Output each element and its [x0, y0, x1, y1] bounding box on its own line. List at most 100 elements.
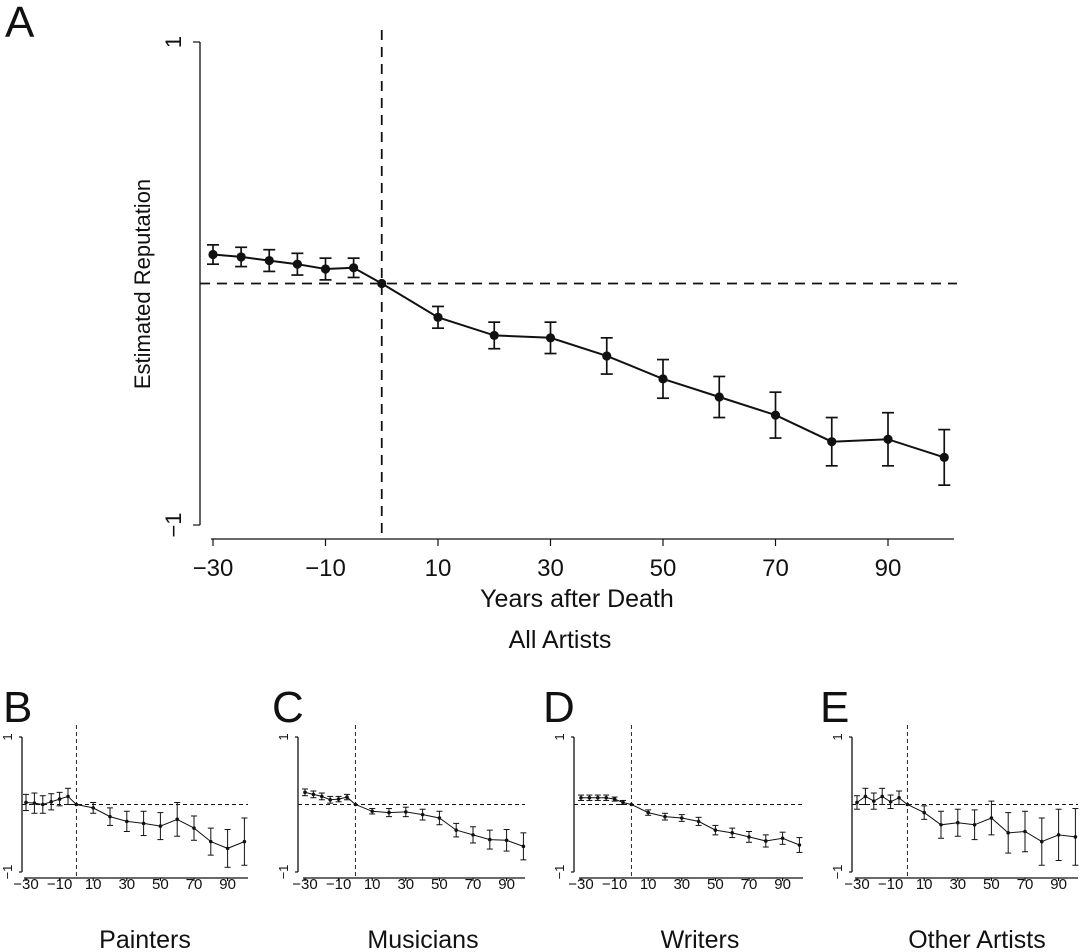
x-tick-label: 30	[118, 876, 135, 893]
x-tick-label: −30	[292, 876, 317, 893]
x-tick-label: 10	[364, 876, 381, 893]
data-point	[863, 794, 868, 799]
x-axis-label: Years after Death	[480, 585, 674, 613]
data-point	[387, 810, 391, 815]
data-point	[1023, 829, 1027, 834]
x-tick-label: −30	[13, 876, 38, 893]
panel-letter: D	[543, 683, 575, 732]
data-point	[57, 797, 62, 801]
data-point	[730, 831, 734, 835]
y-tick-label: 1	[552, 733, 567, 740]
x-tick-label: −10	[305, 555, 346, 582]
data-point	[91, 806, 95, 810]
data-point	[658, 374, 668, 384]
data-point	[433, 312, 443, 322]
y-tick-label: 1	[830, 733, 845, 740]
data-point	[125, 819, 129, 824]
data-point	[303, 790, 307, 795]
data-point	[905, 802, 910, 807]
data-point	[545, 333, 556, 343]
data-point	[1040, 839, 1044, 844]
data-point	[888, 800, 893, 804]
data-point	[780, 836, 785, 841]
panel-letter: A	[5, 0, 35, 47]
data-point	[404, 810, 408, 814]
x-tick-label: 90	[774, 876, 791, 893]
y-tick-label: 1	[161, 36, 186, 48]
data-point	[141, 821, 146, 826]
data-point	[696, 819, 701, 824]
data-point	[158, 824, 163, 828]
data-point	[209, 839, 213, 844]
x-tick-label: 10	[640, 876, 657, 893]
data-point	[922, 810, 926, 815]
data-point	[621, 800, 625, 805]
data-point	[663, 814, 667, 819]
data-point	[872, 799, 876, 803]
data-point	[66, 794, 70, 799]
x-tick-label: 30	[537, 555, 564, 582]
data-point	[192, 826, 196, 830]
data-point	[41, 802, 45, 807]
y-tick-label: −1	[276, 865, 291, 880]
x-tick-label: 70	[186, 876, 203, 893]
x-tick-label: −30	[844, 876, 869, 893]
data-point	[504, 838, 509, 843]
x-tick-label: 30	[949, 876, 966, 893]
data-point	[939, 452, 949, 462]
x-tick-label: 50	[707, 876, 724, 893]
x-tick-label: 50	[431, 876, 448, 893]
panel-subtitle: All Artists	[509, 626, 612, 654]
data-point	[1056, 833, 1061, 837]
x-tick-label: −30	[568, 876, 593, 893]
data-point	[32, 801, 37, 805]
panel-subtitle: Painters	[99, 926, 191, 952]
x-tick-label: 30	[397, 876, 414, 893]
data-point	[292, 259, 302, 269]
data-point	[349, 263, 359, 273]
data-point	[883, 434, 893, 444]
data-point	[629, 802, 634, 807]
data-point	[897, 795, 901, 800]
data-point	[521, 844, 526, 849]
data-point	[770, 410, 781, 420]
data-point	[880, 794, 884, 799]
data-point	[855, 800, 859, 805]
panel-letter: E	[820, 683, 849, 732]
data-point	[596, 795, 600, 800]
y-tick-label: −1	[0, 865, 15, 880]
data-point	[437, 816, 442, 820]
x-tick-label: 10	[916, 876, 933, 893]
data-point	[714, 392, 724, 402]
data-point	[488, 837, 492, 842]
panel-b: B1 −1−30 −10 10 30 50 70 90 Painters	[0, 683, 248, 952]
data-point	[377, 278, 387, 289]
data-point	[175, 817, 179, 822]
data-point	[264, 255, 274, 266]
x-tick-label: 50	[983, 876, 1000, 893]
data-point	[939, 822, 943, 827]
data-point	[311, 792, 316, 797]
data-point	[108, 814, 112, 819]
data-point	[49, 800, 53, 804]
panel-subtitle: Writers	[661, 926, 740, 952]
data-point	[827, 437, 837, 447]
data-point	[489, 330, 499, 341]
x-tick-label: −10	[47, 876, 72, 893]
data-point	[602, 351, 612, 361]
x-tick-label: 70	[741, 876, 758, 893]
panel-d: D1 −1−30 −10 10 30 50 70 90 Writers	[543, 683, 803, 952]
data-point	[345, 795, 349, 799]
data-point	[370, 809, 375, 814]
y-tick-label: −1	[552, 865, 567, 880]
x-tick-label: 10	[85, 876, 102, 893]
y-axis-label: Estimated Reputation	[130, 179, 155, 389]
data-point	[747, 835, 751, 839]
data-point	[604, 795, 608, 800]
data-point	[579, 795, 583, 800]
data-point	[989, 816, 994, 820]
data-point	[797, 843, 802, 847]
x-tick-label: −10	[878, 876, 903, 893]
data-point	[320, 264, 331, 274]
